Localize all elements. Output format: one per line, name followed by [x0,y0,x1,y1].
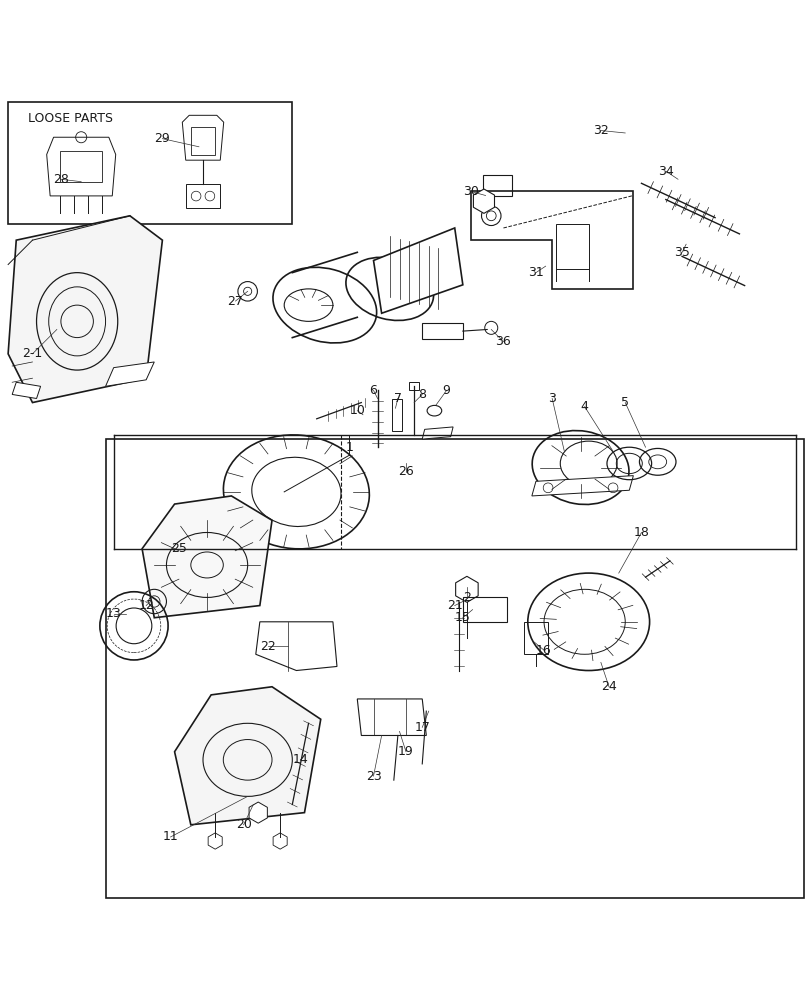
Text: 32: 32 [592,124,608,137]
Polygon shape [357,699,426,735]
Bar [105,439,803,898]
Bar [61,151,102,182]
Polygon shape [8,216,162,403]
Polygon shape [182,115,224,160]
Text: 25: 25 [170,542,187,555]
Bar [523,622,547,654]
Text: 28: 28 [53,173,69,186]
Polygon shape [186,184,220,208]
Polygon shape [255,622,337,671]
Text: 35: 35 [673,246,689,259]
Text: 17: 17 [414,721,430,734]
Polygon shape [12,382,41,398]
Text: 30: 30 [462,185,478,198]
Text: 36: 36 [495,335,511,348]
Text: 5: 5 [620,396,629,409]
Text: 18: 18 [633,526,649,539]
Bar [191,127,215,155]
Bar [422,323,462,339]
Polygon shape [47,137,115,196]
Bar [556,224,588,269]
Text: 19: 19 [397,745,414,758]
Text: 24: 24 [600,680,616,693]
Text: 12: 12 [138,599,154,612]
Text: 13: 13 [105,607,122,620]
Text: 11: 11 [162,830,178,843]
Text: 1: 1 [345,441,353,454]
Text: 10: 10 [349,404,365,417]
Polygon shape [470,191,633,289]
Polygon shape [105,362,154,386]
Bar [409,382,418,390]
Text: LOOSE PARTS: LOOSE PARTS [28,112,114,125]
Text: 34: 34 [657,165,673,178]
Text: 7: 7 [393,392,401,405]
Text: 3: 3 [547,392,556,405]
Text: 6: 6 [369,384,377,397]
Text: 27: 27 [227,295,243,308]
Bar [462,597,507,622]
Text: 2: 2 [462,591,470,604]
Text: 4: 4 [580,400,588,413]
Polygon shape [373,228,462,313]
Text: 29: 29 [154,132,170,145]
Bar [392,398,401,431]
Bar [8,102,292,224]
Text: 9: 9 [442,384,450,397]
Polygon shape [174,687,320,825]
Text: 2-1: 2-1 [23,347,42,360]
Text: 21: 21 [446,599,462,612]
Bar [483,175,511,196]
Text: 20: 20 [235,818,251,831]
Text: 31: 31 [527,266,543,279]
Text: 15: 15 [454,611,470,624]
Text: 26: 26 [397,465,414,478]
Text: 23: 23 [365,770,381,783]
Text: 22: 22 [260,640,276,653]
Text: 16: 16 [535,644,551,657]
Text: 14: 14 [292,753,308,766]
Polygon shape [531,476,633,496]
Polygon shape [142,496,272,618]
Text: 8: 8 [418,388,426,401]
Polygon shape [422,427,453,439]
